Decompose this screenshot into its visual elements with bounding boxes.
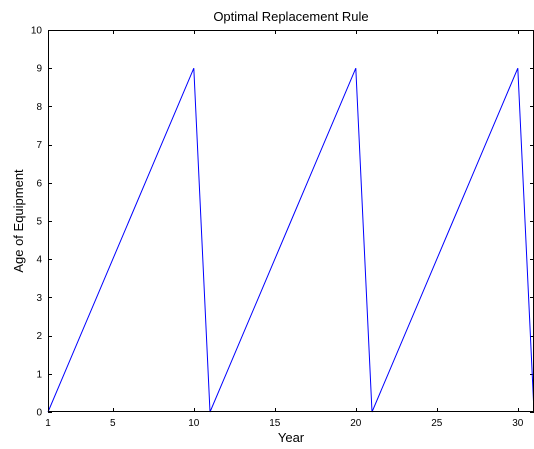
y-tick-label: 3 bbox=[36, 293, 42, 304]
y-tick-label: 6 bbox=[36, 178, 42, 189]
x-tick-label: 20 bbox=[350, 418, 362, 429]
x-tick-label: 10 bbox=[188, 418, 200, 429]
x-tick-label: 25 bbox=[431, 418, 443, 429]
y-tick-label: 7 bbox=[36, 140, 42, 151]
x-tick-label: 30 bbox=[512, 418, 524, 429]
y-tick-label: 10 bbox=[31, 26, 43, 37]
chart-title: Optimal Replacement Rule bbox=[213, 9, 368, 24]
x-tick-label: 15 bbox=[269, 418, 281, 429]
y-tick-label: 8 bbox=[36, 102, 42, 113]
series-line bbox=[47, 68, 534, 413]
y-tick-label: 1 bbox=[36, 369, 42, 380]
y-axis-label: Age of Equipment bbox=[11, 169, 26, 273]
x-tick-label: 5 bbox=[110, 418, 116, 429]
y-tick-label: 5 bbox=[36, 217, 42, 228]
y-tick-label: 4 bbox=[36, 255, 42, 266]
data-layer bbox=[47, 68, 534, 413]
y-tick-label: 2 bbox=[36, 331, 42, 342]
x-axis-label: Year bbox=[278, 430, 305, 445]
y-tick-label: 0 bbox=[36, 408, 42, 419]
y-tick-label: 9 bbox=[36, 64, 42, 75]
x-tick-label: 1 bbox=[45, 418, 51, 429]
